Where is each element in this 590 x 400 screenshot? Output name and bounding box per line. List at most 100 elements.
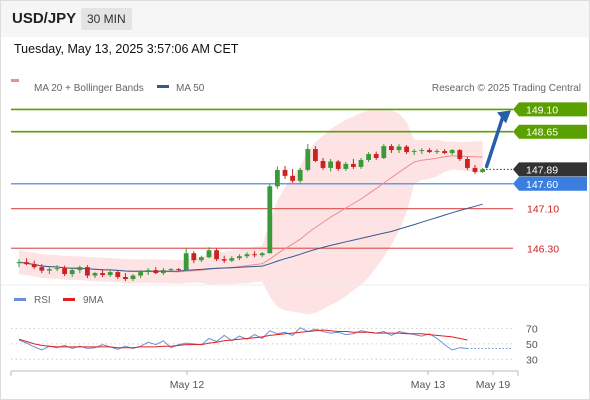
candle-body: [389, 146, 394, 151]
rsi-ma-line: [18, 329, 468, 349]
candle: [389, 144, 394, 154]
candle: [153, 267, 159, 275]
candle-body: [404, 146, 409, 153]
candle-body: [244, 254, 250, 257]
candle: [206, 247, 212, 259]
candle: [449, 149, 455, 156]
candle: [130, 274, 136, 282]
candle-body: [123, 277, 128, 280]
price-tag-bg: [513, 102, 587, 117]
candle: [290, 168, 295, 183]
candle: [267, 183, 273, 254]
candle-body: [427, 150, 432, 153]
candle-body: [54, 268, 60, 270]
candle: [47, 267, 52, 275]
bollinger-bands: [19, 108, 483, 315]
candle: [434, 149, 440, 155]
price-levels: [11, 108, 513, 249]
candle-body: [449, 150, 455, 154]
candle-body: [358, 159, 364, 167]
rsi-tick-label: 50: [526, 339, 538, 351]
candle-body: [351, 163, 356, 167]
candle-body: [39, 267, 45, 271]
candle-body: [267, 186, 273, 254]
ma50-line: [18, 203, 483, 272]
candle-body: [100, 273, 105, 276]
candle: [404, 145, 409, 155]
candle: [335, 159, 341, 171]
candle: [396, 144, 402, 154]
candle-body: [472, 167, 478, 172]
candle: [366, 152, 371, 162]
candle-body: [145, 270, 151, 273]
candle-body: [62, 268, 67, 275]
candle: [237, 254, 242, 261]
symbol-label: USD/JPY: [12, 10, 77, 27]
candle: [24, 258, 29, 266]
ma50-legend-swatch: [157, 85, 169, 88]
candle-body: [252, 254, 257, 256]
candle-body: [373, 154, 379, 159]
candle-body: [107, 272, 113, 276]
candle: [145, 268, 151, 276]
time-axis-ticks: May 12 May 13 May 19: [170, 371, 510, 391]
candle-body: [115, 272, 121, 278]
candle-body: [305, 149, 311, 170]
price-tag-label: 147.89: [526, 164, 558, 176]
price-tag-bg: [513, 124, 587, 139]
candle: [161, 268, 166, 276]
price-label: 147.10: [527, 204, 559, 216]
candle: [328, 159, 333, 172]
candle-body: [221, 259, 227, 261]
price-tag: 149.10: [513, 102, 587, 117]
candle: [419, 148, 425, 155]
candle-body: [138, 272, 143, 276]
time-tick-label: May 13: [411, 379, 446, 391]
candle-body: [237, 256, 242, 259]
arrow-head: [497, 110, 511, 124]
candle-body: [275, 169, 280, 187]
moving-averages: [18, 155, 483, 273]
candle-body: [92, 273, 98, 276]
rsi-tick-label: 70: [526, 323, 538, 335]
candle: [62, 265, 67, 277]
timeframe-button[interactable]: 30 MIN: [81, 8, 132, 30]
candle-body: [77, 267, 83, 271]
title-bar: USD/JPY 30 MIN: [1, 1, 589, 37]
candle: [176, 268, 181, 272]
candle: [343, 161, 349, 171]
time-tick-label: May 12: [170, 379, 205, 391]
ma20-legend-label: MA 20 + Bollinger Bands: [34, 83, 144, 94]
candle: [183, 248, 189, 271]
datetime-label: Tuesday, May 13, 2025 3:57:06 AM CET: [14, 42, 239, 56]
candle: [115, 270, 121, 280]
price-tag-bg: [513, 162, 587, 177]
candle-body: [457, 150, 463, 159]
candle-body: [16, 262, 22, 264]
candle: [427, 148, 432, 154]
price-tag: 148.65: [513, 124, 587, 139]
candle: [472, 164, 478, 174]
rsi-legend-swatch: [14, 298, 26, 301]
candle-body: [168, 269, 174, 271]
candle: [229, 256, 235, 263]
ma20-legend-swatch: [11, 79, 19, 82]
candle-body: [297, 169, 303, 181]
arrow-shaft: [484, 114, 505, 169]
price-label: 146.30: [527, 243, 559, 255]
candle: [221, 255, 227, 264]
candle: [54, 265, 60, 272]
rsi-legend-label: RSI: [34, 295, 51, 306]
candle-body: [366, 154, 371, 160]
candle: [123, 273, 128, 282]
candle-body: [47, 269, 52, 271]
candle: [465, 157, 470, 170]
candle: [373, 151, 379, 160]
candle-body: [199, 257, 204, 261]
rsi-tick-label: 30: [526, 354, 538, 366]
candle: [244, 252, 250, 259]
candle: [16, 259, 22, 268]
rsi-ma-legend-label: 9MA: [83, 295, 104, 306]
candle: [252, 251, 257, 258]
candle: [77, 265, 83, 274]
